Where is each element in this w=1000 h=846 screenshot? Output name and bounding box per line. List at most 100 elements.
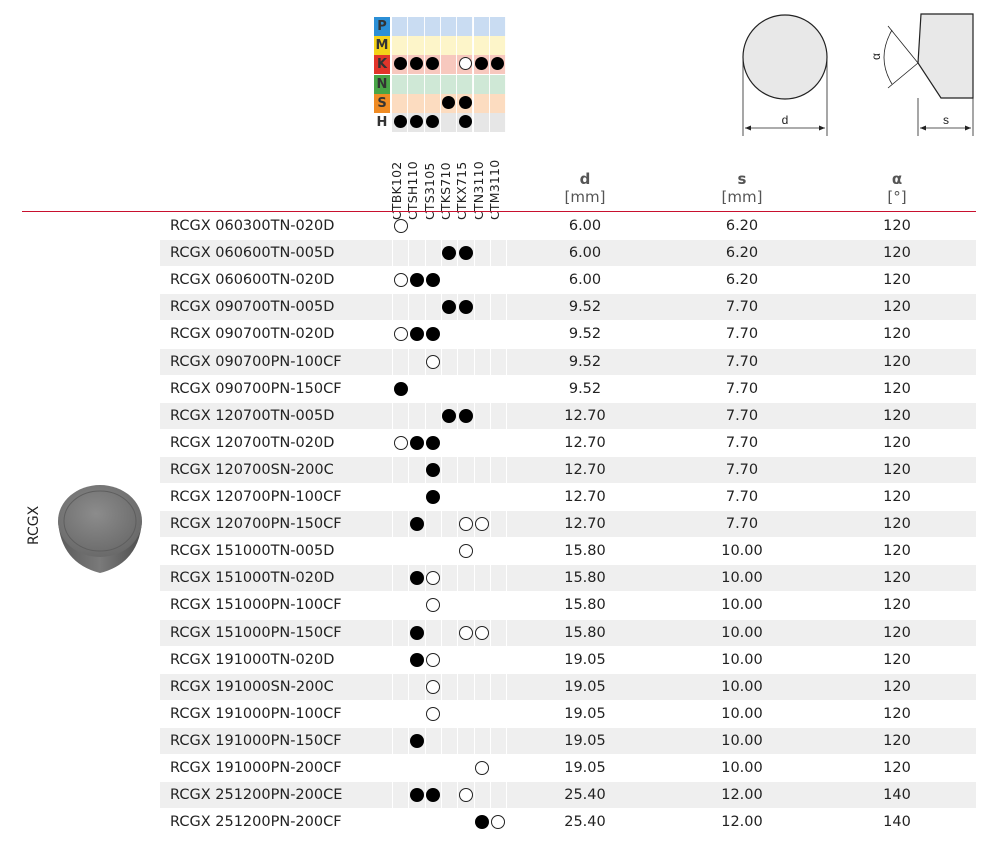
grade-column-divider [408,619,410,646]
designation-cell: RCGX 090700TN-005D [170,299,335,316]
table-row[interactable]: RCGX 120700TN-020D 12.70 7.70 120 [160,429,976,456]
grade-column-divider [440,375,442,402]
table-row[interactable]: RCGX 251200PN-200CF 25.40 12.00 140 [160,809,976,836]
table-row[interactable]: RCGX 120700PN-100CF 12.70 7.70 120 [160,484,976,510]
d-value: 9.52 [568,326,602,343]
s-value: 12.00 [721,787,763,804]
grade-column-divider [473,592,475,619]
table-row[interactable]: RCGX 120700TN-005D 12.70 7.70 120 [160,402,976,429]
table-row[interactable]: RCGX 120700SN-200C 12.70 7.70 120 [160,456,976,483]
iso-cell [424,36,441,56]
grade-column-divider [424,755,426,781]
grade-column-divider [489,565,491,592]
grade-column-divider [506,484,508,510]
grade-column-divider [506,348,508,375]
grade-column-divider [440,673,442,700]
grade-column-divider [408,755,410,781]
designation-cell: RCGX 151000TN-005D [170,543,335,560]
grade-column-divider [489,294,491,321]
grade-column-divider [408,511,410,538]
iso-cell [473,93,490,113]
alternative-grade-dot [393,435,408,450]
s-value: 12.00 [721,814,763,831]
recommended-grade-dot [409,435,424,450]
grade-column-divider [408,538,410,565]
grade-column-divider [473,240,475,267]
grade-column-divider [408,375,410,402]
d-value: 25.40 [564,787,606,804]
alternative-grade-dot [426,706,441,721]
table-row[interactable]: RCGX 151000PN-100CF 15.80 10.00 120 [160,592,976,619]
insert-profile-shape [917,13,974,99]
table-row[interactable]: RCGX 251200PN-200CE 25.40 12.00 140 [160,782,976,809]
grade-column-divider [440,809,442,836]
alpha-value: 120 [883,597,911,614]
grade-column-divider [506,592,508,619]
alternative-grade-dot [458,625,473,640]
iso-cell [392,74,409,94]
alternative-grade-dot [475,761,489,775]
s-value: 10.00 [721,760,763,776]
grade-column-divider [473,700,475,727]
s-value: 10.00 [721,651,763,668]
grade-column-divider [440,294,442,321]
family-label: RCGX [26,505,42,545]
recommended-grade-dot [475,815,489,830]
table-row[interactable]: RCGX 090700PN-100CF 9.52 7.70 120 [160,348,976,375]
grade-column-divider [473,321,475,348]
grade-column-divider [473,538,475,565]
table-row[interactable]: RCGX 060600TN-020D 6.00 6.20 120 [160,267,976,294]
d-value: 6.00 [568,272,602,289]
table-row[interactable]: RCGX 120700PN-150CF 12.70 7.70 120 [160,511,976,538]
grade-column-divider [489,375,491,402]
alpha-value: 120 [883,353,911,370]
grade-column-divider [424,240,426,267]
designation-cell: RCGX 191000SN-200C [170,678,334,695]
alpha-value: 120 [883,326,911,343]
grade-column-divider [506,375,508,402]
alternative-dot [458,57,472,71]
designation-cell: RCGX 191000PN-200CF [170,760,342,776]
alpha-value: 120 [883,543,911,560]
table-row[interactable]: RCGX 090700TN-020D 9.52 7.70 120 [160,321,976,348]
iso-row-m: M [374,36,507,56]
iso-cell [392,93,409,113]
designation-cell: RCGX 251200PN-200CE [170,787,343,804]
grade-column-divider [392,213,393,239]
diameter-label: d [782,113,789,127]
table-row[interactable]: RCGX 151000TN-020D 15.80 10.00 120 [160,565,976,592]
table-row[interactable]: RCGX 191000PN-150CF 19.05 10.00 120 [160,727,976,754]
s-value: 7.70 [725,380,759,397]
designation-cell: RCGX 151000PN-100CF [170,597,342,614]
grade-column-divider [457,213,459,239]
grade-column-divider [473,429,475,456]
table-row[interactable]: RCGX 090700PN-150CF 9.52 7.70 120 [160,375,976,402]
d-value: 12.70 [564,461,606,478]
recommended-grade-dot [409,788,424,803]
designation-cell: RCGX 191000PN-150CF [170,732,342,749]
table-row[interactable]: RCGX 090700TN-005D 9.52 7.70 120 [160,294,976,321]
table-row[interactable]: RCGX 191000SN-200C 19.05 10.00 120 [160,673,976,700]
grade-column-divider [392,673,393,700]
d-value: 12.70 [564,516,606,533]
table-row[interactable]: RCGX 060600TN-005D 6.00 6.20 120 [160,240,976,267]
grade-column-divider [440,511,442,538]
s-value: 10.00 [721,570,763,587]
table-row[interactable]: RCGX 191000PN-100CF 19.05 10.00 120 [160,700,976,727]
d-value: 15.80 [564,543,606,560]
table-row[interactable]: RCGX 191000PN-200CF 19.05 10.00 120 [160,755,976,781]
table-row[interactable]: RCGX 060300TN-020D 6.00 6.20 120 [160,213,976,239]
table-row[interactable]: RCGX 151000TN-005D 15.80 10.00 120 [160,538,976,565]
iso-cell [489,93,507,113]
alpha-value: 120 [883,272,911,289]
recommended-grade-dot [426,788,441,803]
grade-column-divider [408,700,410,727]
grade-column-divider [424,321,426,348]
grade-column-divider [392,565,393,592]
table-row[interactable]: RCGX 191000TN-020D 19.05 10.00 120 [160,646,976,673]
alternative-grade-dot [426,571,441,586]
alpha-value: 120 [883,705,911,722]
designation-cell: RCGX 090700TN-020D [170,326,335,343]
table-row[interactable]: RCGX 151000PN-150CF 15.80 10.00 120 [160,619,976,646]
grade-column-divider [489,402,491,429]
